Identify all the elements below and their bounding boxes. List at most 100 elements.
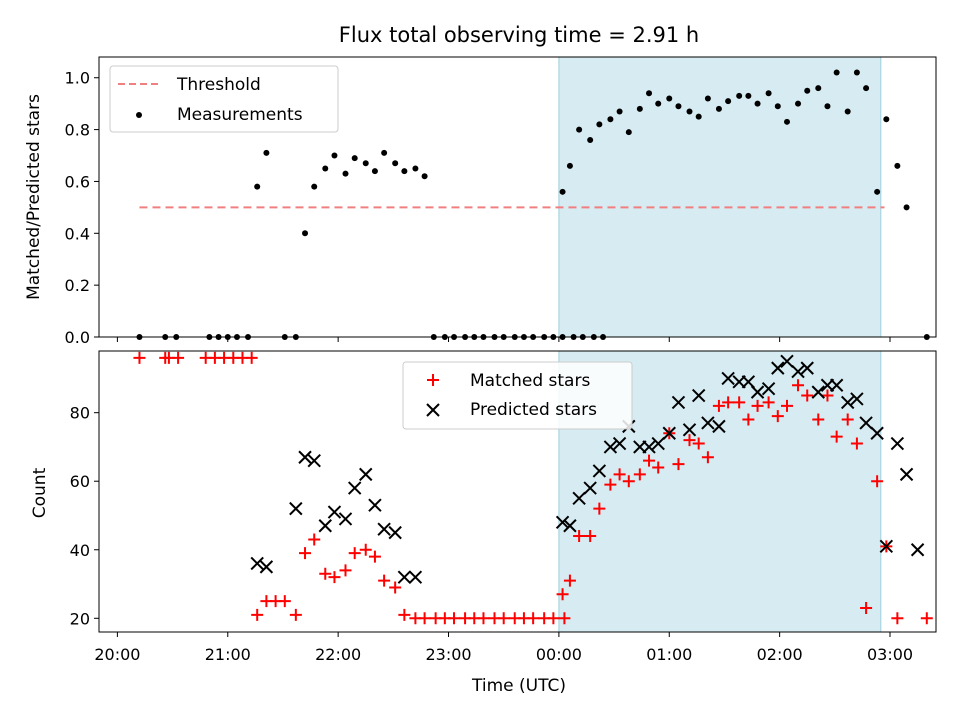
matched-star-point xyxy=(792,379,805,392)
measurement-point xyxy=(342,170,349,177)
matched-star-point xyxy=(841,413,854,426)
matched-star-point xyxy=(722,396,735,409)
matched-star-point xyxy=(643,454,656,467)
matched-star-point xyxy=(547,612,560,625)
predicted-star-point xyxy=(761,381,776,396)
matched-star-point xyxy=(389,581,402,594)
measurements-legend-label: Measurements xyxy=(177,105,303,125)
matched-star-point xyxy=(359,543,372,556)
measurement-point xyxy=(815,85,822,92)
bottom-y-tick-label: 80 xyxy=(70,404,90,423)
predicted-star-point xyxy=(750,385,765,399)
bottom-legend: Matched stars Predicted stars xyxy=(402,361,633,430)
bottom-y-tick-label: 40 xyxy=(70,541,90,560)
top-y-tick-label: 1.0 xyxy=(65,69,90,88)
predicted-star-point xyxy=(829,378,844,392)
predicted-star-point xyxy=(307,453,321,468)
predicted-star-point xyxy=(870,426,884,440)
top-plot-frame xyxy=(98,56,937,338)
predicted-star-point xyxy=(368,498,382,512)
matched-legend-label: Matched stars xyxy=(470,371,590,391)
predicted-star-point xyxy=(712,419,726,434)
matched-star-point xyxy=(251,608,264,621)
matched-star-point xyxy=(278,595,291,608)
measurement-point xyxy=(795,100,802,107)
matched-star-point xyxy=(477,612,490,625)
predicted-star-point xyxy=(397,570,412,584)
observing-span-top xyxy=(558,56,882,338)
predicted-star-point xyxy=(289,501,303,516)
bottom-panel: 20 40 60 80 20:00 21:00 22:00 23:00 00:00 01:00 02… xyxy=(70,350,937,664)
bottom-plot-frame xyxy=(98,350,937,633)
matched-star-point xyxy=(558,612,571,625)
matched-star-point xyxy=(812,413,825,426)
measurement-point xyxy=(351,155,358,162)
matched-star-point xyxy=(801,389,814,402)
threshold-legend-label: Threshold xyxy=(176,75,261,95)
predicted-star-point xyxy=(572,491,586,506)
top-y-axis-label: Matched/Predicted stars xyxy=(24,94,44,300)
predicted-star-point xyxy=(388,525,402,540)
measurement-point xyxy=(675,103,682,110)
predicted-star-point xyxy=(327,505,342,519)
matched-star-point xyxy=(527,612,540,625)
predicted-star-point xyxy=(682,423,697,437)
x-tick-label: 00:00 xyxy=(536,645,582,664)
x-tick-label: 01:00 xyxy=(646,645,692,664)
x-tick-label: 23:00 xyxy=(425,645,471,664)
measurement-point xyxy=(616,108,623,115)
predicted-star-point xyxy=(259,560,274,574)
predicted-star-point xyxy=(721,371,735,386)
top-y-tick-label: 0.4 xyxy=(65,224,90,243)
top-y-tick-label: 0.8 xyxy=(65,121,90,140)
predicted-star-point xyxy=(662,426,676,440)
x-tick-label: 20:00 xyxy=(94,645,140,664)
bottom-y-tick-label: 20 xyxy=(70,609,90,628)
bottom-y-tick-label: 60 xyxy=(70,472,90,491)
measurement-point xyxy=(625,129,632,136)
top-y-tick-label: 0.6 xyxy=(65,172,90,191)
matched-star-point xyxy=(299,547,312,560)
measurements-legend-swatch xyxy=(136,112,142,118)
matched-star-point xyxy=(308,533,321,546)
measurement-point xyxy=(587,136,594,143)
top-legend: Threshold Measurements xyxy=(109,65,339,133)
matched-star-point xyxy=(339,564,352,577)
matched-star-point xyxy=(860,602,873,615)
predicted-star-point xyxy=(250,556,264,571)
observing-span-rect xyxy=(558,56,882,338)
matched-star-point xyxy=(398,608,411,621)
predicted-star-point xyxy=(671,395,686,410)
predicted-star-point xyxy=(318,519,332,533)
measurement-point xyxy=(371,168,378,175)
matched-star-point xyxy=(613,468,626,481)
measurement-point xyxy=(903,204,910,211)
matched-star-point xyxy=(319,567,332,580)
measurement-point xyxy=(804,87,811,94)
measurement-point xyxy=(853,69,860,76)
measurement-point xyxy=(263,149,270,156)
predicted-star-point xyxy=(642,440,656,454)
predicted-star-point xyxy=(612,436,627,451)
top-panel: 0.0 0.2 0.4 0.6 0.8 1.0 xyxy=(65,56,937,347)
predicted-star-point xyxy=(879,539,894,554)
predicted-star-point xyxy=(811,385,825,399)
matched-star-point xyxy=(672,458,685,471)
measurement-point xyxy=(596,121,603,128)
measurement-point xyxy=(666,95,673,102)
predicted-star-point xyxy=(899,467,914,482)
measurement-point xyxy=(254,183,261,190)
predicted-star-point xyxy=(592,464,607,478)
measurement-point xyxy=(783,118,790,125)
predicted-star-point xyxy=(347,481,362,495)
matched-star-point xyxy=(683,434,696,447)
predicted-legend-label: Predicted stars xyxy=(470,400,597,420)
matched-star-point xyxy=(245,351,258,364)
measurement-point xyxy=(754,100,761,107)
matched-star-point xyxy=(742,413,755,426)
predicted-star-point xyxy=(800,361,814,375)
predicted-star-point xyxy=(701,416,715,430)
matched-star-point xyxy=(368,550,381,563)
measurement-point xyxy=(704,95,711,102)
top-y-tick-label: 0.2 xyxy=(65,276,90,295)
